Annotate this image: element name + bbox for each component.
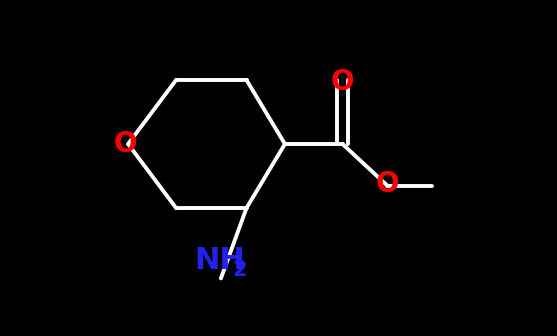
Text: NH: NH <box>194 246 245 275</box>
Text: O: O <box>113 130 136 158</box>
Text: O: O <box>331 68 354 96</box>
Text: O: O <box>375 170 399 198</box>
Text: 2: 2 <box>232 260 246 280</box>
